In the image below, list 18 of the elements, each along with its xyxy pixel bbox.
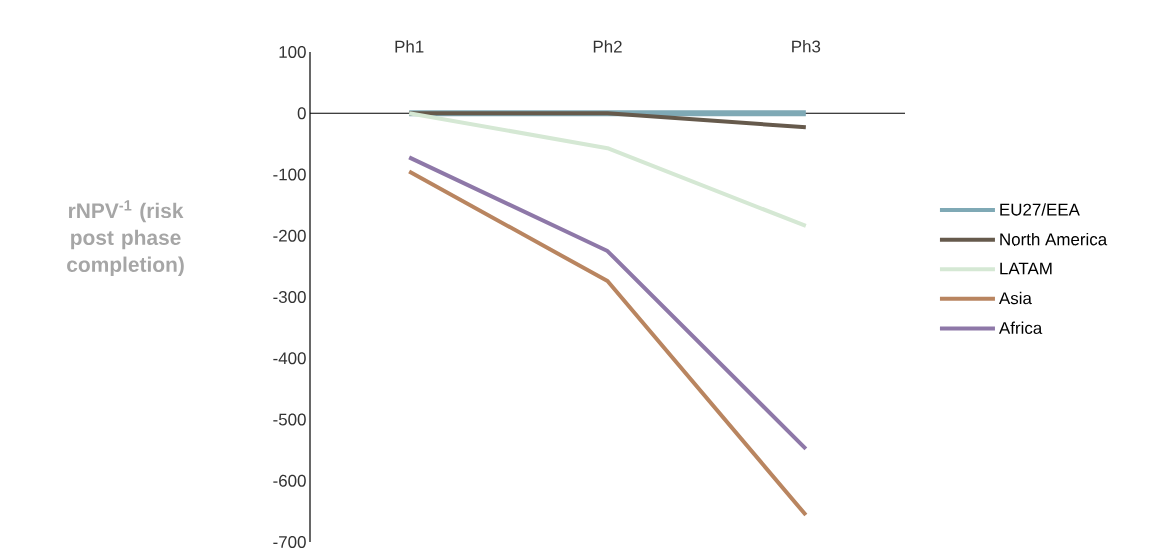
x-tick-label: Ph3 [792,40,821,53]
x-tick-label: Ph1 [395,40,424,53]
legend-label: Asia [998,291,1032,305]
legend-label: LATAM [1000,262,1052,275]
y-tick-label: -200 [273,229,306,242]
y-tick-label: -500 [273,413,306,426]
y-tick-label: -100 [273,168,306,181]
y-tick-label: -300 [273,291,306,303]
legend-label: EU27/EEA [1000,203,1080,216]
legend-label: North America [1000,232,1108,246]
legend-label: Africa [998,321,1043,335]
y-axis-title: rNPV$^{-1}$ (risk post phase completion) [67,200,184,277]
y-tick-label: -700 [273,536,306,548]
y-tick-label: 0 [297,107,306,120]
y-tick-label: -400 [273,352,306,365]
y-tick-label: -600 [273,474,306,487]
x-tick-label: Ph2 [593,40,622,53]
y-tick-label: 100 [279,46,306,58]
